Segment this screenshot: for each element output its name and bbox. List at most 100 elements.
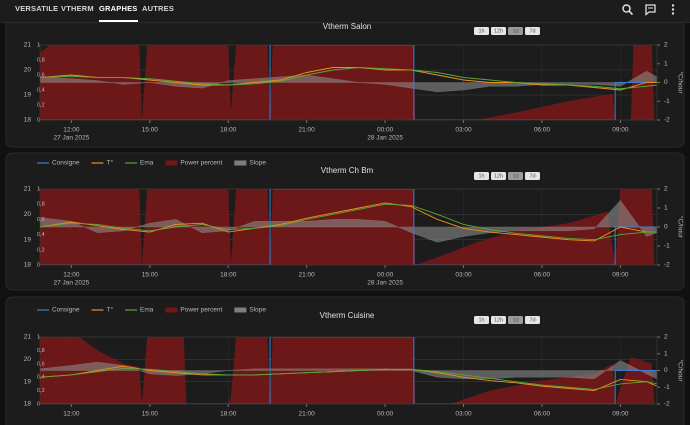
power-tick-label: 0,4: [37, 375, 45, 381]
range-button[interactable]: 1h: [474, 27, 489, 35]
setpoint-line: [40, 189, 657, 265]
power-tick-label: 1: [37, 186, 40, 192]
chart-title: Vtherm Salon: [323, 22, 371, 31]
power-tick-label: 0,8: [37, 348, 45, 354]
range-button-label: 12h: [494, 173, 503, 179]
power-tick-label: 0,6: [37, 72, 45, 78]
tab-active[interactable]: GRAPHES: [99, 0, 138, 22]
y-tick-label: 20: [24, 67, 32, 74]
y-tick-label: 19: [24, 378, 32, 385]
y2-tick-label: -1: [664, 243, 670, 250]
power-tick-label: 0: [37, 117, 40, 123]
y-tick-label: 18: [24, 262, 32, 269]
legend-label: Slope: [249, 160, 266, 167]
chat-icon[interactable]: [644, 3, 657, 16]
range-button[interactable]: 1h: [474, 172, 489, 180]
x-tick-label: 12:00: [63, 127, 80, 134]
x-tick-label: 12:00: [63, 411, 80, 418]
range-button[interactable]: 1d: [508, 172, 523, 180]
y-tick-label: 18: [24, 117, 32, 124]
y2-tick-label: 2: [664, 186, 668, 193]
y2-tick-label: 0: [664, 367, 668, 374]
legend-label: Ema: [140, 160, 154, 167]
x-tick-label: 21:00: [299, 127, 316, 134]
y2-axis-title: °C/hour: [676, 71, 684, 94]
range-button-label: 1d: [512, 28, 518, 34]
x-tick-label: 06:00: [534, 411, 551, 418]
power-tick-label: 0,2: [37, 388, 45, 394]
y2-tick-label: -1: [664, 384, 670, 391]
power-tick-label: 0,6: [37, 217, 45, 223]
range-button-bg: [491, 172, 506, 180]
x-tick-label: 00:00: [377, 127, 394, 134]
y-tick-label: 19: [24, 92, 32, 99]
power-tick-label: 0,4: [37, 232, 45, 238]
chart-title: Vtherm Ch Bm: [321, 166, 374, 175]
chart-title: Vtherm Cuisine: [320, 311, 375, 320]
x-tick-label: 18:00: [220, 272, 237, 279]
legend-label: Ema: [140, 307, 154, 314]
range-button[interactable]: 7d: [525, 172, 540, 180]
range-button-bg: [474, 172, 489, 180]
power-tick-label: 0,6: [37, 361, 45, 367]
legend-label: Consigne: [52, 160, 80, 167]
range-button-bg: [474, 27, 489, 35]
power-tick-label: 0: [37, 401, 40, 407]
legend-label: Power percent: [180, 307, 222, 314]
tab[interactable]: AUTRES: [142, 4, 175, 13]
x-tick-label: 09:00: [612, 272, 629, 279]
power-tick-label: 0,4: [37, 87, 45, 93]
y-tick-label: 21: [24, 334, 32, 341]
legend-swatch: [165, 307, 178, 313]
y2-tick-label: 1: [664, 350, 668, 357]
range-button-label: 1h: [478, 173, 484, 179]
range-button[interactable]: 7d: [525, 316, 540, 324]
y2-axis-title: °C/hour: [676, 216, 684, 239]
range-button[interactable]: 1d: [508, 316, 523, 324]
y2-tick-label: 0: [664, 224, 668, 231]
x-tick-label: 03:00: [455, 272, 472, 279]
legend-label: T°: [106, 159, 113, 167]
x-tick-label: 09:00: [612, 127, 629, 134]
range-button[interactable]: 7d: [525, 27, 540, 35]
setpoint-line: [40, 45, 657, 120]
range-button[interactable]: 12h: [491, 172, 506, 180]
x-tick-label: 21:00: [299, 272, 316, 279]
plot-frame: [39, 188, 658, 266]
tab[interactable]: VERSATILE: [15, 4, 59, 13]
range-button-bg: [525, 316, 540, 324]
menu-icon[interactable]: [668, 3, 678, 16]
range-button-label: 12h: [494, 28, 503, 34]
range-button[interactable]: 12h: [491, 316, 506, 324]
slope-area: [40, 71, 657, 93]
x-date-label: 28 Jan 2025: [367, 135, 403, 142]
power-tick-label: 1: [37, 334, 40, 340]
series-line: [40, 202, 657, 242]
x-tick-label: 00:00: [377, 411, 394, 418]
legend-swatch: [234, 307, 247, 313]
range-button[interactable]: 1h: [474, 316, 489, 324]
range-button[interactable]: 12h: [491, 27, 506, 35]
x-tick-label: 18:00: [220, 127, 237, 134]
x-tick-label: 09:00: [612, 411, 629, 418]
range-button-bg: [508, 316, 523, 324]
x-tick-label: 00:00: [377, 272, 394, 279]
range-button-bg: [508, 172, 523, 180]
y2-tick-label: 0: [664, 79, 668, 86]
legend-swatch: [165, 160, 178, 166]
legend-label: Consigne: [52, 307, 80, 314]
power-tick-label: 0,8: [37, 202, 45, 208]
range-button-bg: [491, 27, 506, 35]
y2-tick-label: -2: [664, 401, 670, 408]
plot-frame: [39, 44, 658, 121]
y2-tick-label: -1: [664, 98, 670, 105]
tab[interactable]: VTHERM: [61, 4, 94, 13]
range-button[interactable]: 1d: [508, 27, 523, 35]
power-tick-label: 0,2: [37, 102, 45, 108]
x-tick-label: 03:00: [455, 411, 472, 418]
legend-label: Power percent: [180, 160, 222, 167]
search-icon[interactable]: [621, 3, 634, 16]
power-tick-label: 0,2: [37, 247, 45, 253]
x-tick-label: 03:00: [455, 127, 472, 134]
